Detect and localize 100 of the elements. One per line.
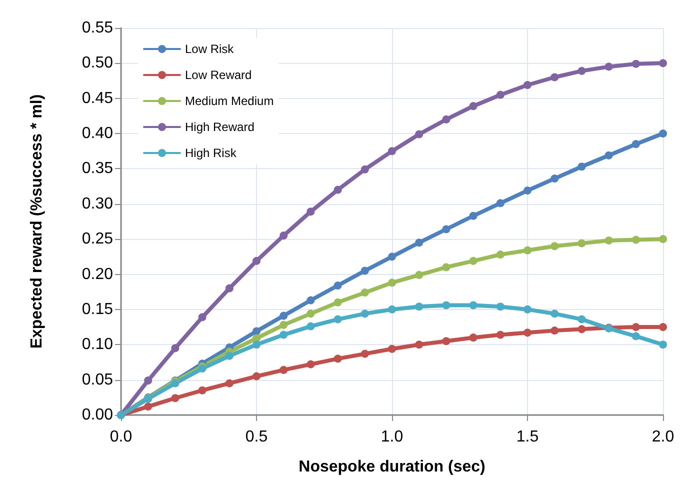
legend-label: High Risk (185, 146, 238, 160)
point (469, 256, 478, 265)
y-tick-label: 0.45 (82, 90, 114, 107)
point (469, 334, 478, 342)
point (524, 246, 532, 254)
point (144, 402, 152, 411)
point (496, 302, 504, 311)
point (415, 238, 424, 247)
point (442, 263, 450, 272)
point (496, 90, 504, 99)
point (280, 312, 288, 320)
point (225, 284, 234, 292)
x-tick-label: 1.5 (516, 428, 539, 446)
point (334, 354, 342, 363)
point (360, 165, 369, 174)
x-tick-label: 1.0 (380, 428, 404, 446)
y-tick-label: 0.25 (82, 230, 114, 248)
point (632, 60, 640, 68)
point (198, 364, 206, 373)
point (280, 232, 288, 240)
point (659, 235, 667, 244)
point (550, 326, 559, 335)
point (442, 225, 450, 234)
point (659, 59, 667, 68)
point (415, 270, 424, 279)
point (632, 323, 640, 332)
y-tick-label: 0.20 (82, 266, 114, 283)
point (360, 288, 369, 297)
point (469, 102, 478, 110)
point (360, 266, 369, 275)
point (524, 328, 532, 337)
point (252, 256, 260, 265)
x-axis-title: Nosepoke duration (sec) (298, 458, 486, 476)
point (659, 130, 667, 138)
point (415, 130, 424, 138)
point (659, 323, 667, 332)
point (442, 301, 450, 310)
point (550, 242, 559, 250)
legend-label: Medium Medium (185, 94, 274, 108)
legend-label: High Reward (185, 120, 254, 134)
point (388, 305, 396, 314)
point (604, 151, 613, 160)
point (659, 340, 667, 349)
point (604, 236, 613, 244)
point (496, 250, 504, 259)
point (252, 327, 260, 336)
point (306, 360, 315, 368)
point (225, 379, 234, 388)
point (280, 320, 288, 329)
point (469, 301, 478, 310)
point (306, 296, 315, 304)
point (632, 332, 640, 340)
y-axis-title: Expected reward (%success * ml) (28, 94, 46, 349)
y-tick-label: 0.05 (82, 371, 114, 388)
point (334, 186, 342, 194)
y-tick-label: 0.35 (82, 160, 114, 178)
point (306, 322, 315, 330)
point (524, 305, 532, 314)
point (280, 366, 288, 374)
point (334, 298, 342, 306)
point (252, 340, 260, 349)
point (578, 325, 586, 334)
point (578, 66, 586, 75)
point (415, 340, 424, 349)
point (550, 310, 559, 318)
point (496, 199, 504, 208)
point (604, 62, 613, 71)
point (388, 278, 396, 287)
point (632, 140, 640, 148)
point (306, 310, 315, 318)
point (578, 315, 586, 324)
point (306, 208, 315, 216)
point (550, 174, 559, 183)
point (144, 376, 152, 385)
point (550, 73, 559, 82)
point (415, 302, 424, 311)
legend-label: Low Risk (185, 42, 235, 56)
y-tick-label: 0.15 (82, 300, 114, 318)
point (524, 80, 532, 89)
y-tick-label: 0.00 (82, 406, 114, 424)
x-tick-label: 2.0 (652, 428, 674, 446)
point (388, 147, 396, 156)
point (578, 162, 586, 171)
point (496, 330, 504, 339)
x-tick-label: 0.0 (110, 428, 132, 446)
point (225, 352, 234, 360)
point (334, 315, 342, 324)
y-tick-label: 0.30 (82, 195, 114, 212)
point (252, 372, 260, 380)
y-tick-label: 0.55 (82, 20, 114, 36)
point (632, 236, 640, 244)
point (524, 186, 532, 195)
point (469, 212, 478, 220)
point (442, 337, 450, 346)
point (360, 350, 369, 358)
point (360, 310, 369, 318)
point (388, 252, 396, 261)
point (198, 313, 206, 322)
x-tick-label: 0.5 (245, 428, 268, 446)
point (280, 330, 288, 339)
